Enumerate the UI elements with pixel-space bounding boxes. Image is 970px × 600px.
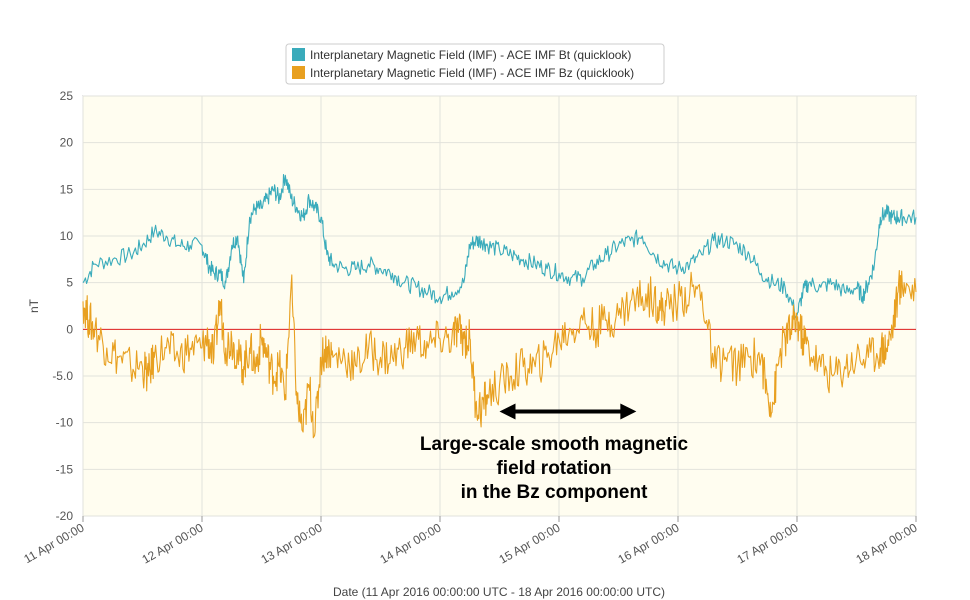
- x-tick-label: 13 Apr 00:00: [259, 520, 325, 566]
- legend-label-bt[interactable]: Interplanetary Magnetic Field (IMF) - AC…: [310, 48, 631, 62]
- y-tick-label: 20: [60, 136, 74, 150]
- y-tick-label: 25: [60, 89, 74, 103]
- y-tick-label: 0: [66, 322, 73, 336]
- legend-swatch-bz: [292, 66, 305, 79]
- y-tick-label: 5: [66, 276, 73, 290]
- x-tick-label: 17 Apr 00:00: [735, 520, 801, 566]
- legend-swatch-bt: [292, 48, 305, 61]
- legend: Interplanetary Magnetic Field (IMF) - AC…: [285, 43, 665, 85]
- x-axis-title: Date (11 Apr 2016 00:00:00 UTC - 18 Apr …: [333, 585, 665, 599]
- legend-label-bz[interactable]: Interplanetary Magnetic Field (IMF) - AC…: [310, 66, 634, 80]
- series-line-bt: [82, 174, 917, 319]
- arrow-head-right: [620, 403, 637, 420]
- x-tick-label: 12 Apr 00:00: [140, 520, 206, 566]
- x-tick-label: 15 Apr 00:00: [497, 520, 563, 566]
- annotation: Large-scale smooth magnetic field rotati…: [420, 403, 689, 503]
- x-tick-label: 11 Apr 00:00: [21, 520, 86, 566]
- x-tick-label: 18 Apr 00:00: [854, 520, 920, 566]
- x-tick-label: 14 Apr 00:00: [378, 520, 444, 566]
- series-line-bz: [82, 269, 917, 439]
- y-tick-label: -10: [56, 416, 74, 430]
- x-tick-label: 16 Apr 00:00: [616, 520, 682, 566]
- legend-box: [285, 43, 665, 85]
- y-tick-label: 10: [60, 229, 74, 243]
- y-tick-label: -20: [56, 509, 74, 523]
- series-lines: [82, 174, 917, 439]
- y-tick-label: -15: [56, 462, 74, 476]
- x-axis-ticks: 11 Apr 00:00 12 Apr 00:00 13 Apr 00:00 14 A…: [21, 516, 920, 567]
- arrow-head-left: [499, 403, 516, 420]
- annotation-line-2: field rotation: [496, 458, 611, 479]
- y-tick-label: -5.0: [52, 369, 73, 383]
- y-tick-label: 15: [60, 182, 74, 196]
- annotation-line-1: Large-scale smooth magnetic: [420, 434, 689, 455]
- y-axis-ticks: 25 20 15 10 5 0 -5.0 -10 -15 -20: [52, 89, 73, 523]
- annotation-line-3: in the Bz component: [461, 482, 649, 503]
- y-axis-title: nT: [27, 298, 41, 313]
